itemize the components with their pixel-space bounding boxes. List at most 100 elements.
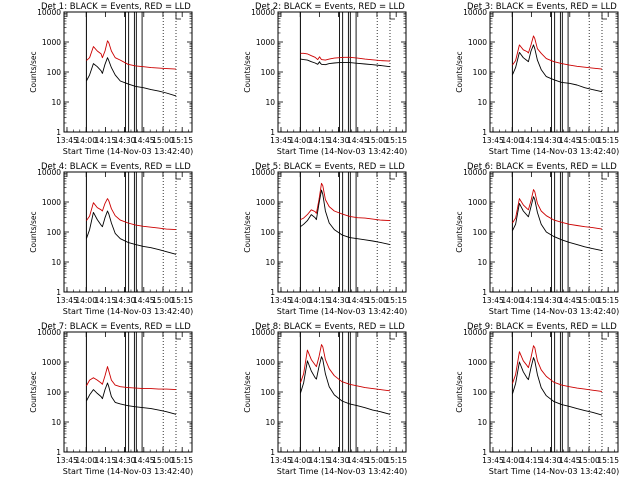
y-tick-label: 1: [482, 288, 487, 297]
y-tick-label: 10: [265, 418, 275, 427]
detector-panel-6: Det 6: BLACK = Events, RED = LLD 1 10 100 10…: [455, 162, 619, 316]
lld-series-line: [86, 198, 177, 231]
y-tick-label: 100: [261, 68, 276, 77]
y-axis-label: Counts/sec: [455, 51, 464, 92]
event-end-marker: [175, 333, 181, 340]
x-tick-label: 14:30: [114, 456, 136, 465]
y-tick-label: 1: [56, 448, 61, 457]
x-tick-label: 15:00: [152, 296, 174, 305]
event-end-marker: [175, 13, 181, 20]
x-tick-label: 14:30: [328, 296, 350, 305]
events-series-line: [300, 58, 391, 68]
x-axis-label: Start Time (14-Nov-03 13:42:40): [489, 147, 619, 156]
plot-frame: [277, 331, 407, 453]
x-tick-label: 15:15: [597, 136, 619, 145]
x-tick-label: 14:45: [559, 456, 581, 465]
x-tick-label: 14:45: [559, 136, 581, 145]
y-axis-label: Counts/sec: [455, 211, 464, 252]
y-tick-label: 10: [477, 98, 487, 107]
x-tick-label: 13:45: [270, 136, 292, 145]
y-tick-label: 10: [51, 98, 61, 107]
lld-series-line: [86, 366, 177, 391]
events-series-line: [299, 356, 391, 415]
y-tick-label: 1: [56, 128, 61, 137]
event-end-marker: [389, 333, 395, 340]
y-tick-label: 10: [265, 98, 275, 107]
y-tick-label: 10000: [251, 328, 275, 337]
y-axis-label: Counts/sec: [243, 51, 252, 92]
lld-series-line: [300, 182, 391, 222]
panel-title: Det 6: BLACK = Events, RED = LLD: [467, 162, 617, 172]
x-tick-label: 15:15: [385, 456, 407, 465]
x-tick-label: 13:45: [56, 136, 78, 145]
x-tick-label: 14:00: [289, 296, 311, 305]
plot-frame: [63, 11, 193, 133]
y-tick-label: 1000: [468, 38, 487, 47]
x-tick-label: 14:15: [521, 456, 543, 465]
events-series-line: [300, 189, 391, 246]
y-tick-label: 10000: [37, 168, 61, 177]
x-tick-label: 15:00: [578, 456, 600, 465]
panel-title: Det 4: BLACK = Events, RED = LLD: [41, 162, 191, 172]
events-series-line: [511, 357, 603, 416]
y-tick-label: 10000: [37, 8, 61, 17]
y-axis-label: Counts/sec: [29, 371, 38, 412]
y-tick-label: 1000: [256, 198, 275, 207]
x-tick-label: 14:15: [309, 456, 331, 465]
y-tick-label: 10000: [251, 168, 275, 177]
lld-series-line: [512, 189, 603, 230]
x-tick-label: 14:45: [133, 136, 155, 145]
x-tick-label: 14:45: [347, 136, 369, 145]
y-tick-label: 100: [261, 228, 276, 237]
y-tick-label: 10: [265, 258, 275, 267]
y-tick-label: 10000: [251, 8, 275, 17]
x-tick-label: 14:45: [347, 456, 369, 465]
lld-series-line: [512, 35, 603, 70]
x-tick-label: 14:45: [347, 296, 369, 305]
detector-panel-7: Det 7: BLACK = Events, RED = LLD 1 10 100 10…: [29, 322, 193, 476]
y-tick-label: 1000: [256, 38, 275, 47]
x-tick-label: 14:30: [540, 296, 562, 305]
lld-series-line: [299, 344, 391, 392]
x-tick-label: 15:15: [171, 136, 193, 145]
events-series-line: [86, 382, 177, 415]
y-axis-label: Counts/sec: [243, 371, 252, 412]
event-end-marker: [601, 13, 607, 20]
x-tick-label: 14:00: [75, 456, 97, 465]
y-tick-label: 1000: [468, 358, 487, 367]
x-tick-label: 14:15: [309, 136, 331, 145]
x-tick-label: 15:00: [152, 456, 174, 465]
plot-frame: [277, 11, 407, 133]
y-tick-label: 1000: [42, 198, 61, 207]
x-axis-label: Start Time (14-Nov-03 13:42:40): [63, 147, 193, 156]
x-tick-label: 15:00: [366, 136, 388, 145]
x-tick-label: 14:30: [114, 136, 136, 145]
y-tick-label: 1000: [42, 38, 61, 47]
x-tick-label: 14:45: [133, 456, 155, 465]
x-axis-label: Start Time (14-Nov-03 13:42:40): [63, 307, 193, 316]
panel-title: Det 1: BLACK = Events, RED = LLD: [41, 2, 191, 12]
detector-panel-1: Det 1: BLACK = Events, RED = LLD 1 10 100 10…: [29, 2, 193, 156]
panel-title: Det 5: BLACK = Events, RED = LLD: [255, 162, 405, 172]
events-series-line: [85, 210, 177, 255]
y-tick-label: 100: [47, 388, 62, 397]
panel-title: Det 9: BLACK = Events, RED = LLD: [467, 322, 617, 332]
events-series-line: [511, 44, 603, 93]
x-tick-label: 14:00: [501, 136, 523, 145]
x-tick-label: 13:45: [482, 456, 504, 465]
x-tick-label: 15:00: [366, 456, 388, 465]
lld-series-line: [511, 345, 603, 392]
y-tick-label: 1000: [42, 358, 61, 367]
x-axis-label: Start Time (14-Nov-03 13:42:40): [489, 307, 619, 316]
y-tick-label: 100: [261, 388, 276, 397]
x-tick-label: 15:15: [385, 136, 407, 145]
y-tick-label: 1: [482, 128, 487, 137]
x-axis-label: Start Time (14-Nov-03 13:42:40): [489, 467, 619, 476]
detector-panel-8: Det 8: BLACK = Events, RED = LLD 1 10 100 10…: [243, 322, 407, 476]
x-tick-label: 15:00: [152, 136, 174, 145]
x-tick-label: 14:00: [75, 136, 97, 145]
y-tick-label: 10: [477, 418, 487, 427]
x-tick-label: 13:45: [482, 136, 504, 145]
x-tick-label: 14:45: [559, 296, 581, 305]
y-tick-label: 10: [477, 258, 487, 267]
